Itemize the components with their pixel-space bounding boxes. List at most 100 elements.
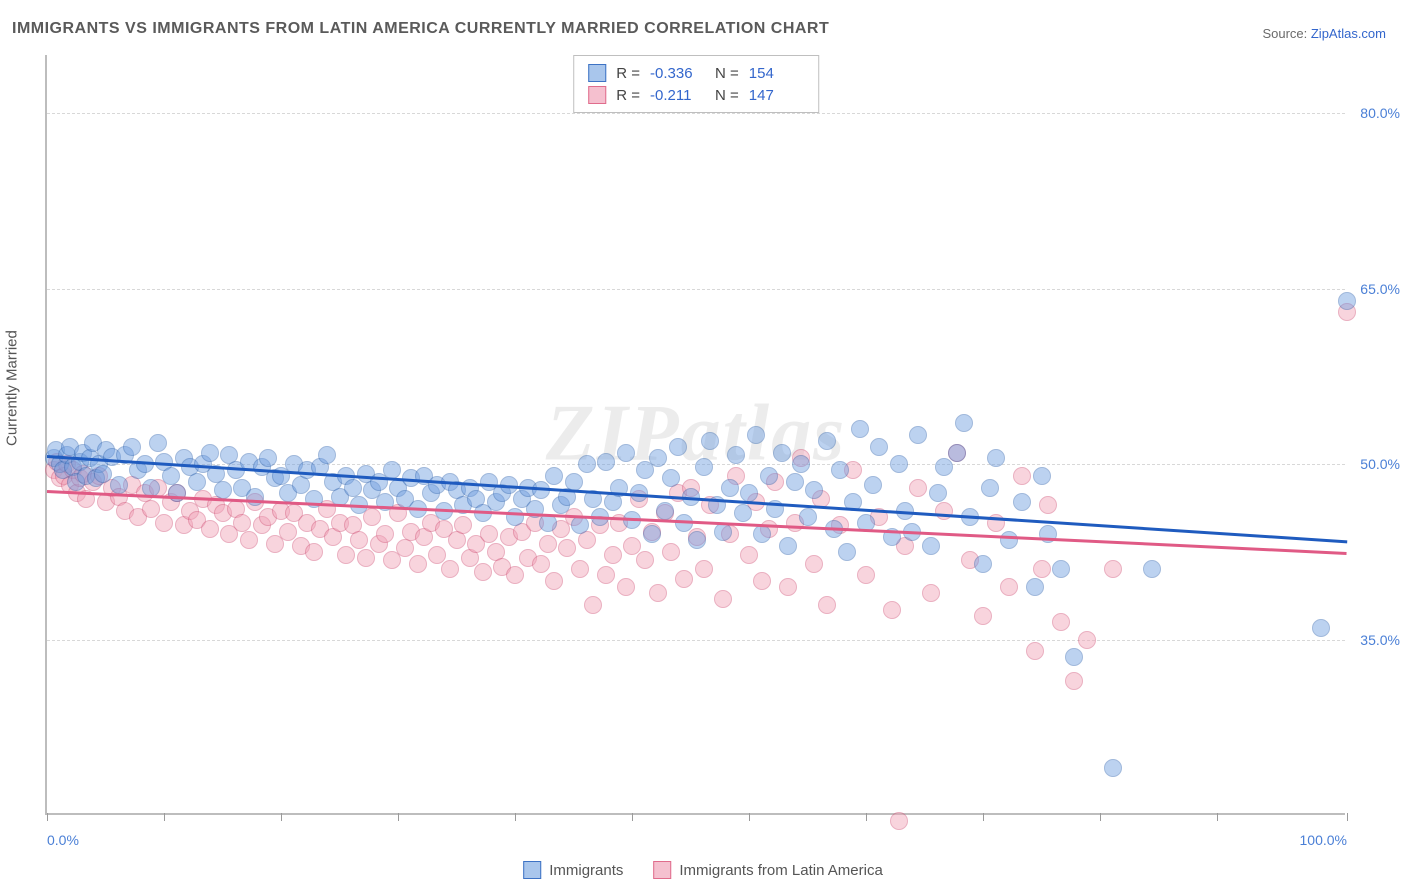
data-point: [1065, 672, 1083, 690]
data-point: [201, 444, 219, 462]
y-tick-label: 65.0%: [1360, 281, 1400, 297]
data-point: [162, 467, 180, 485]
correlation-legend-row: R = -0.336 N = 154: [588, 62, 804, 84]
data-point: [929, 484, 947, 502]
data-point: [753, 525, 771, 543]
x-tick-label: 100.0%: [1300, 832, 1347, 848]
data-point: [376, 525, 394, 543]
x-tick: [164, 813, 165, 821]
x-tick: [983, 813, 984, 821]
x-tick: [281, 813, 282, 821]
data-point: [1026, 642, 1044, 660]
data-point: [987, 449, 1005, 467]
data-point: [760, 467, 778, 485]
data-point: [305, 490, 323, 508]
data-point: [805, 481, 823, 499]
chart-title: IMMIGRANTS VS IMMIGRANTS FROM LATIN AMER…: [12, 20, 829, 38]
data-point: [597, 566, 615, 584]
data-point: [1000, 578, 1018, 596]
data-point: [1013, 467, 1031, 485]
data-point: [669, 438, 687, 456]
data-point: [474, 563, 492, 581]
data-point: [792, 455, 810, 473]
data-point: [714, 523, 732, 541]
x-tick: [749, 813, 750, 821]
data-point: [662, 543, 680, 561]
data-point: [1078, 631, 1096, 649]
data-point: [506, 566, 524, 584]
data-point: [617, 578, 635, 596]
data-point: [695, 560, 713, 578]
data-point: [233, 514, 251, 532]
data-point: [1052, 560, 1070, 578]
x-tick: [1347, 813, 1348, 821]
y-tick-label: 50.0%: [1360, 456, 1400, 472]
data-point: [1000, 531, 1018, 549]
data-point: [1312, 619, 1330, 637]
x-tick: [632, 813, 633, 821]
data-point: [818, 596, 836, 614]
data-point: [597, 453, 615, 471]
data-point: [201, 520, 219, 538]
data-point: [1033, 467, 1051, 485]
data-point: [747, 426, 765, 444]
data-point: [740, 546, 758, 564]
data-point: [1104, 759, 1122, 777]
gridline: [47, 289, 1345, 290]
data-point: [246, 488, 264, 506]
data-point: [981, 479, 999, 497]
x-tick: [866, 813, 867, 821]
data-point: [454, 516, 472, 534]
data-point: [909, 479, 927, 497]
bottom-legend: Immigrants Immigrants from Latin America: [523, 861, 883, 879]
data-point: [1104, 560, 1122, 578]
data-point: [545, 467, 563, 485]
data-point: [935, 502, 953, 520]
data-point: [578, 455, 596, 473]
data-point: [935, 458, 953, 476]
data-point: [922, 537, 940, 555]
data-point: [656, 502, 674, 520]
data-point: [786, 473, 804, 491]
n-label: N =: [715, 65, 739, 82]
r-value: -0.336: [650, 65, 705, 82]
data-point: [1039, 496, 1057, 514]
data-point: [1039, 525, 1057, 543]
data-point: [168, 484, 186, 502]
data-point: [727, 446, 745, 464]
data-point: [974, 555, 992, 573]
data-point: [1026, 578, 1044, 596]
data-point: [909, 426, 927, 444]
data-point: [753, 572, 771, 590]
legend-item: Immigrants from Latin America: [653, 861, 882, 879]
data-point: [870, 438, 888, 456]
data-point: [890, 812, 908, 830]
n-value: 154: [749, 65, 804, 82]
source-link[interactable]: ZipAtlas.com: [1311, 26, 1386, 41]
r-label: R =: [616, 87, 640, 104]
data-point: [318, 446, 336, 464]
legend-label: Immigrants: [549, 862, 623, 879]
x-tick: [47, 813, 48, 821]
data-point: [688, 531, 706, 549]
data-point: [240, 531, 258, 549]
data-point: [94, 465, 112, 483]
correlation-legend: R = -0.336 N = 154 R = -0.211 N = 147: [573, 55, 819, 113]
data-point: [344, 479, 362, 497]
data-point: [864, 476, 882, 494]
x-tick: [515, 813, 516, 821]
data-point: [974, 607, 992, 625]
gridline: [47, 113, 1345, 114]
legend-swatch-icon: [523, 861, 541, 879]
x-tick: [398, 813, 399, 821]
data-point: [604, 546, 622, 564]
data-point: [565, 473, 583, 491]
data-point: [441, 560, 459, 578]
x-tick-label: 0.0%: [47, 832, 79, 848]
data-point: [831, 461, 849, 479]
data-point: [779, 537, 797, 555]
data-point: [571, 560, 589, 578]
data-point: [545, 572, 563, 590]
data-point: [799, 508, 817, 526]
data-point: [617, 444, 635, 462]
